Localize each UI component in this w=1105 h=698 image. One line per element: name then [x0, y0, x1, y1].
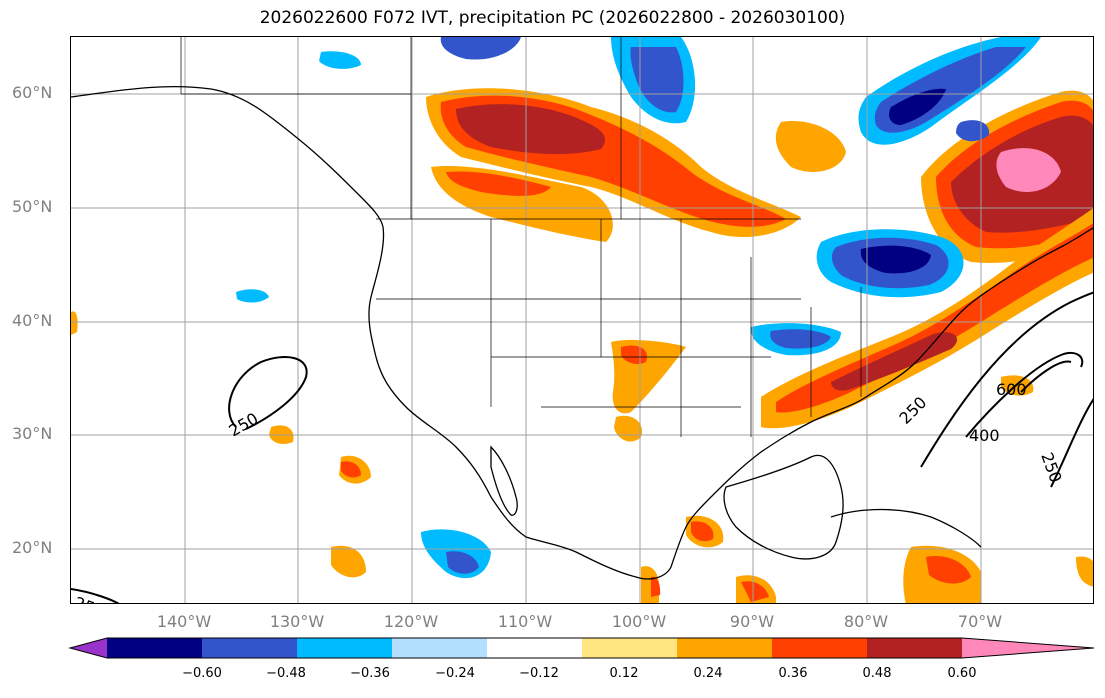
colorbar-tick-4: −0.12 [519, 666, 559, 681]
colorbar-segment-6 [582, 638, 678, 658]
coastlines [71, 85, 1093, 580]
lat-label-20n: 20°N [12, 538, 53, 557]
negative-anomaly-region-north [440, 37, 521, 60]
lon-label-100w: 100°W [611, 612, 667, 631]
graticule-grid [71, 37, 1093, 603]
colorbar-tick-3: −0.24 [435, 666, 475, 681]
contour-label-600: 600 [996, 380, 1027, 399]
lon-label-140w: 140°W [156, 612, 212, 631]
map-canvas: 250 250 400 600 250 250 [71, 37, 1093, 604]
colorbar-segment-7 [677, 638, 773, 658]
colorbar-segment-9 [867, 638, 963, 658]
lon-label-80w: 80°W [843, 612, 889, 631]
colorbar-tick-8: 0.48 [862, 666, 892, 681]
political-borders [180, 37, 862, 437]
map-title: 2026022600 F072 IVT, precipitation PC (2… [259, 8, 846, 28]
lat-label-60n: 60°N [12, 83, 53, 102]
lon-label-90w: 90°W [729, 612, 775, 631]
colorbar-segment-1 [107, 638, 203, 658]
colorbar-segment-2 [202, 638, 298, 658]
colorbar-extend-high [962, 638, 1094, 658]
colorbar-tick-6: 0.24 [693, 666, 723, 681]
positive-anomaly-region-hudson [775, 121, 846, 172]
colorbar-tick-1: −0.48 [266, 666, 306, 681]
colorbar-segment-3 [297, 638, 393, 658]
lat-label-30n: 30°N [12, 424, 53, 443]
colorbar-tick-2: −0.36 [350, 666, 390, 681]
colorbar-tick-9: 0.60 [947, 666, 977, 681]
colorbar-outline [68, 637, 1095, 659]
colorbar-segment-4 [392, 638, 488, 658]
lon-label-130w: 130°W [269, 612, 325, 631]
colorbar-tick-0: −0.60 [182, 666, 222, 681]
lon-label-110w: 110°W [497, 612, 553, 631]
colorbar-segments [68, 637, 1095, 659]
contour-label-250-southwest: 250 [72, 593, 107, 604]
precipitation-anomaly-shading [71, 37, 1093, 603]
map-panel: 250 250 400 600 250 250 [70, 36, 1094, 604]
colorbar-extend-low [70, 638, 107, 658]
colorbar-segment-5 [487, 638, 583, 658]
lat-label-50n: 50°N [12, 197, 53, 216]
lon-label-120w: 120°W [383, 612, 439, 631]
ivt-contours [71, 291, 1093, 603]
colorbar-tick-7: 0.36 [778, 666, 808, 681]
lat-label-40n: 40°N [12, 311, 53, 330]
colorbar-tick-5: 0.12 [609, 666, 639, 681]
lon-label-70w: 70°W [957, 612, 1003, 631]
colorbar-segment-8 [772, 638, 868, 658]
contour-label-400: 400 [969, 426, 1000, 445]
